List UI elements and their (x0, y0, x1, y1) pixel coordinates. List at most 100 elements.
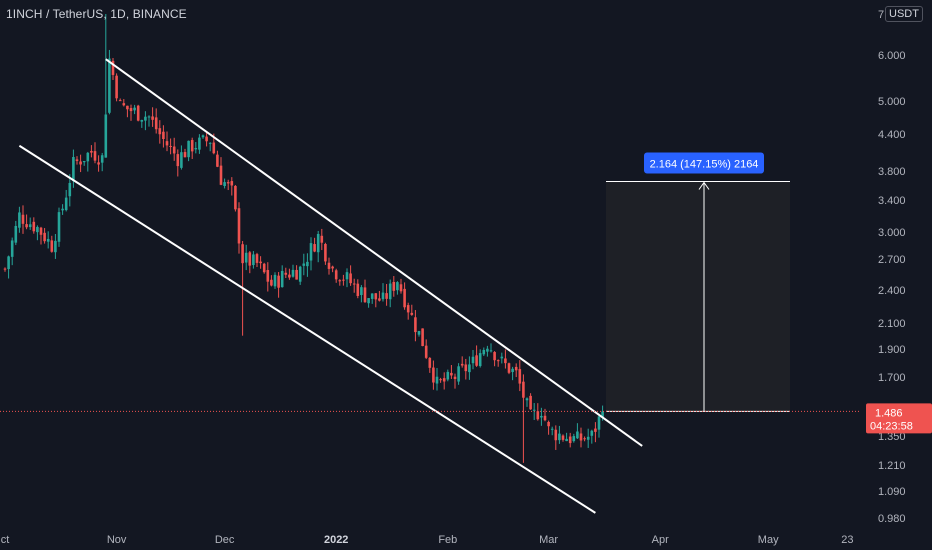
candle (414, 310, 417, 342)
candle (259, 256, 262, 269)
candle (172, 137, 176, 161)
candle (104, 14, 108, 158)
candle (432, 360, 435, 390)
candle (176, 149, 180, 177)
candle (489, 343, 493, 353)
candle (378, 290, 381, 302)
measure-label-bg (644, 152, 764, 174)
candles (3, 14, 604, 463)
candle (223, 178, 226, 189)
candle (428, 357, 432, 373)
candle (54, 233, 57, 259)
candle (147, 115, 151, 127)
candle (115, 73, 118, 102)
candle (295, 265, 298, 280)
y-tick-label: 1.900 (878, 344, 906, 356)
candle (244, 244, 248, 271)
candle (540, 407, 543, 426)
y-tick-label: 1.350 (878, 431, 906, 443)
candle (3, 267, 7, 272)
candle (10, 237, 14, 266)
candle (442, 372, 446, 390)
candle (198, 134, 201, 154)
symbol-title[interactable]: 1INCH / TetherUS, 1D, BINANCE (6, 7, 187, 21)
y-tick-label: 3.400 (878, 195, 906, 207)
candle (169, 138, 172, 155)
candle (450, 365, 453, 379)
candle (457, 363, 460, 385)
candle (583, 436, 586, 442)
channel-lower-line[interactable] (18, 144, 596, 514)
candle (230, 177, 234, 196)
candle (421, 328, 424, 347)
y-tick-label: 7 (878, 9, 884, 21)
candle (561, 434, 565, 442)
candle (572, 433, 576, 443)
candle (406, 302, 410, 320)
candle (486, 345, 489, 357)
candle (446, 369, 450, 382)
x-tick-label: Apr (652, 534, 669, 546)
candle (284, 267, 288, 279)
candle (316, 230, 320, 263)
channel-lines[interactable] (18, 58, 643, 514)
time-axis[interactable]: ct Nov Dec 2022 Feb Mar Apr May 23 (1, 534, 854, 546)
candle (61, 204, 64, 215)
y-tick-label: 6.000 (878, 50, 906, 62)
candle (255, 252, 259, 268)
candle (18, 206, 21, 233)
candle (288, 268, 291, 280)
candle (302, 253, 306, 276)
candle (464, 358, 468, 380)
candle (410, 304, 414, 316)
candle (514, 363, 518, 378)
candle (507, 362, 511, 375)
candle (237, 202, 241, 254)
candle (547, 420, 550, 435)
candle (399, 278, 403, 294)
candle (511, 366, 514, 381)
candle (381, 283, 385, 302)
candle (154, 108, 158, 134)
candle (349, 265, 352, 286)
candle (234, 185, 237, 212)
y-tick-label: 1.090 (878, 486, 906, 498)
currency-badge[interactable]: USDT (885, 6, 923, 22)
measurement-box[interactable] (606, 181, 790, 412)
measure-label-text: 2.164 (147.15%) 2164 (650, 159, 759, 171)
candle (500, 352, 504, 364)
x-tick-label: Feb (438, 534, 457, 546)
y-tick-label: 1.210 (878, 460, 906, 472)
candle (32, 217, 36, 234)
candle (565, 432, 568, 442)
candle (129, 104, 133, 121)
candle (151, 107, 154, 127)
candle (568, 432, 572, 448)
y-tick-label: 0.980 (878, 513, 906, 525)
x-tick-label: Dec (215, 534, 235, 546)
price-label-bg (866, 403, 932, 434)
candle (14, 220, 18, 246)
candle (586, 428, 590, 448)
candle (594, 422, 597, 443)
candle (165, 131, 169, 152)
candle (118, 98, 122, 102)
candle (144, 111, 147, 131)
candle (298, 265, 302, 285)
candle (86, 151, 90, 172)
candle (266, 262, 270, 292)
candle (435, 367, 439, 391)
candle (7, 255, 10, 279)
candle (597, 414, 601, 438)
candle (385, 283, 388, 306)
candle (90, 145, 93, 158)
price-axis[interactable]: 7 6.000 5.000 4.400 3.800 3.400 3.000 2.700 2.40… (878, 9, 906, 525)
candle (187, 140, 190, 162)
candle (482, 347, 486, 357)
candle (194, 142, 198, 154)
channel-upper-line[interactable] (105, 58, 643, 447)
candle (270, 275, 273, 287)
